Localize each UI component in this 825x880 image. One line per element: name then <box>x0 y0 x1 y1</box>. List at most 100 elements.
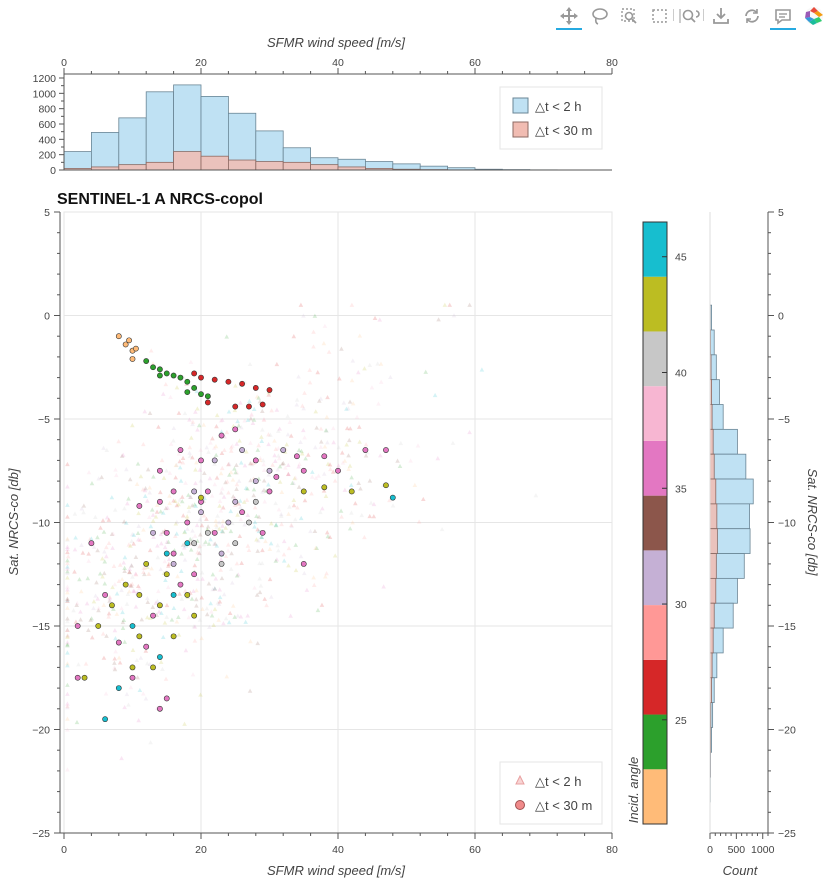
scatter-point <box>252 385 259 391</box>
scatter-background-point <box>148 615 153 620</box>
colorbar-swatch <box>643 495 667 551</box>
scatter-background-point <box>145 595 150 601</box>
scatter-background-point <box>300 427 306 433</box>
scatter-background-point <box>278 511 284 517</box>
scatter-background-point <box>219 528 225 533</box>
scatter-background-point <box>273 523 279 528</box>
scatter-background-point <box>242 463 248 468</box>
scatter-point <box>150 529 156 536</box>
scatter-background-point <box>213 444 219 449</box>
scatter-background-point <box>195 576 201 581</box>
scatter-background-point <box>194 603 199 608</box>
scatter-background-point <box>238 400 243 405</box>
scatter-background-point <box>350 401 356 406</box>
wheel-zoom-tool[interactable] <box>677 4 703 28</box>
scatter-background-point <box>192 533 198 538</box>
scatter-point <box>143 358 150 364</box>
scatter-background-point <box>215 600 221 605</box>
scatter-background-point <box>228 448 234 453</box>
scatter-background-point <box>138 655 144 660</box>
scatter-background-point <box>423 369 429 374</box>
box-select-tool[interactable] <box>647 4 673 28</box>
scatter-background-point <box>211 622 216 627</box>
scatter-point <box>239 447 245 453</box>
scatter-background-point <box>142 409 148 414</box>
hover-tool[interactable] <box>770 4 796 30</box>
scatter-x-tick-label: 0 <box>61 844 67 856</box>
scatter-background-point <box>344 406 349 411</box>
scatter-background-point <box>100 631 106 636</box>
scatter-background-point <box>147 490 152 495</box>
scatter-legend: △t < 2 h △t < 30 m <box>499 761 603 825</box>
scatter-point <box>156 467 163 474</box>
top-hist-x-tick-label: 0 <box>61 57 67 69</box>
scatter-background-point <box>296 447 302 452</box>
scatter-background-point <box>104 633 109 638</box>
scatter-background-point <box>244 497 250 502</box>
reset-tool[interactable] <box>739 4 765 28</box>
scatter-background-point <box>188 494 194 500</box>
scatter-background-point <box>259 560 265 566</box>
scatter-background-point <box>293 567 299 573</box>
scatter-background-point <box>130 574 135 579</box>
scatter-background-point <box>166 556 172 562</box>
scatter-background-point <box>214 524 219 529</box>
scatter-background-point <box>73 535 78 540</box>
scatter-background-point <box>112 660 117 665</box>
scatter-point <box>88 540 95 547</box>
scatter-background-point <box>200 606 205 611</box>
scatter-background-point <box>349 302 355 307</box>
scatter-background-point <box>180 455 186 460</box>
box-zoom-tool[interactable] <box>617 4 643 28</box>
colorbar-tick-label: 40 <box>675 368 687 380</box>
scatter-point <box>259 401 266 408</box>
scatter-background-point <box>339 346 344 351</box>
scatter-background-point <box>275 467 281 472</box>
scatter-background-point <box>204 445 210 450</box>
scatter-background-point <box>131 532 137 537</box>
scatter-background-point <box>192 638 198 643</box>
scatter-background-point <box>182 721 187 726</box>
scatter-background-point <box>229 551 234 556</box>
scatter-background-point <box>140 487 146 492</box>
scatter-background-point <box>276 446 281 451</box>
scatter-background-point <box>298 515 304 521</box>
scatter-background-point <box>114 611 120 616</box>
scatter-background-point <box>153 514 159 519</box>
lasso-select-tool[interactable] <box>587 4 613 28</box>
scatter-background-point <box>79 506 85 511</box>
scatter-background-point <box>346 453 351 458</box>
scatter-background-point <box>125 591 131 596</box>
scatter-background-point <box>211 445 217 450</box>
scatter-background-point <box>65 554 71 559</box>
scatter-point <box>239 380 245 387</box>
scatter-background-point <box>199 523 205 528</box>
scatter-point <box>218 550 225 557</box>
scatter-background-point <box>127 477 133 482</box>
scatter-background-point <box>156 588 161 594</box>
scatter-point <box>191 540 198 547</box>
scatter-point <box>191 571 198 578</box>
scatter-background-point <box>147 410 153 416</box>
scatter-background-point <box>65 502 70 507</box>
scatter-background-point <box>94 580 99 585</box>
scatter-background-point <box>100 556 105 561</box>
save-tool[interactable] <box>708 4 734 28</box>
toolbar-separator <box>673 9 674 21</box>
scatter-point <box>300 467 307 474</box>
scatter-background-point <box>65 627 70 633</box>
scatter-background-point <box>194 556 200 561</box>
scatter-background-point <box>164 614 170 619</box>
scatter-background-point <box>262 596 268 601</box>
scatter-background-point <box>363 453 369 458</box>
pan-tool[interactable] <box>556 4 582 30</box>
scatter-background-point <box>268 541 274 546</box>
side-hist-y-tick-label: 0 <box>778 311 784 323</box>
scatter-background-point <box>187 494 193 500</box>
scatter-background-point <box>388 374 393 380</box>
scatter-point <box>389 494 396 501</box>
scatter-point <box>211 376 218 383</box>
scatter-background-point <box>330 469 336 474</box>
scatter-point <box>122 581 129 588</box>
